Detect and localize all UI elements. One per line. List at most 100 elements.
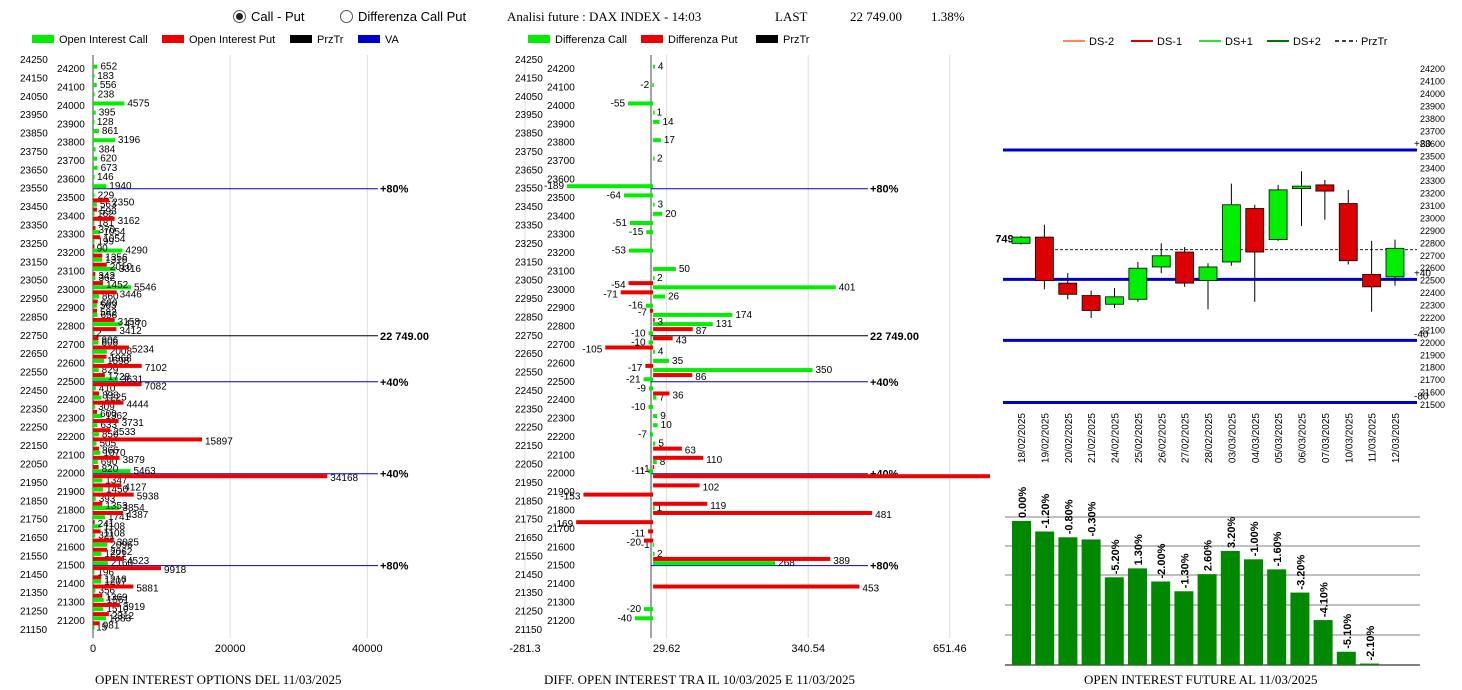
caption-oi-future: OPEN INTEREST FUTURE AL 11/03/2025 xyxy=(1084,672,1318,687)
put-bar xyxy=(93,244,95,249)
call-value-label: 3 xyxy=(657,200,663,211)
candle-body xyxy=(1362,274,1382,288)
call-bar xyxy=(93,533,96,538)
date-label: 26/02/2025 xyxy=(1157,413,1168,463)
put-value-label: 9918 xyxy=(164,565,187,576)
marker-label: 22 749.00 xyxy=(870,331,919,343)
call-value-label: 2 xyxy=(657,154,663,165)
call-bar xyxy=(93,340,99,345)
strike-label: 24250 xyxy=(20,55,48,66)
candle-body xyxy=(1175,251,1195,284)
radio-diff-call-put[interactable]: Differenza Call Put xyxy=(340,9,466,24)
level-label: +80 xyxy=(1414,139,1431,150)
radio-empty-icon[interactable] xyxy=(340,10,353,23)
strike-label: 21650 xyxy=(20,533,48,544)
call-bar xyxy=(93,211,95,216)
put-value-label: -105 xyxy=(582,345,602,356)
put-bar xyxy=(93,437,203,442)
strike-label: 21800 xyxy=(547,505,575,516)
call-bar xyxy=(93,570,95,575)
future-bar xyxy=(1174,591,1194,665)
strike-label: 23250 xyxy=(20,239,48,250)
put-value-label: 806 xyxy=(102,335,119,346)
strike-label: 24200 xyxy=(57,64,85,75)
call-value-label: -53 xyxy=(612,246,627,257)
future-bar-label: 0.00% xyxy=(1017,487,1029,518)
call-value-label: 563 xyxy=(100,200,117,211)
future-bar-label: 3.20% xyxy=(1226,517,1238,548)
put-value-label: 582 xyxy=(100,308,117,319)
call-bar xyxy=(93,349,107,354)
put-value-label: -11 xyxy=(631,528,645,539)
call-bar xyxy=(653,414,658,419)
y-tick-label: 23500 xyxy=(1420,151,1445,161)
put-bar xyxy=(93,373,105,378)
call-value-label: 1054 xyxy=(103,227,126,238)
level-label: +40 xyxy=(1414,268,1431,279)
put-bar xyxy=(93,290,117,295)
put-value-label: 7082 xyxy=(145,381,168,392)
strike-label: 21950 xyxy=(20,478,48,489)
x-tick-label: 20000 xyxy=(215,643,246,655)
strike-label: 23500 xyxy=(547,193,575,204)
future-bar xyxy=(1151,581,1171,665)
call-bar xyxy=(653,322,713,327)
future-bar xyxy=(1128,568,1147,665)
put-bar xyxy=(93,235,101,240)
strike-label: 23700 xyxy=(547,156,575,167)
radio-call-put[interactable]: Call - Put xyxy=(233,9,304,24)
call-bar xyxy=(93,156,98,161)
put-bar xyxy=(93,271,96,276)
legend-label: VA xyxy=(385,34,400,46)
call-value-label: 183 xyxy=(97,71,114,82)
strike-label: 21500 xyxy=(57,561,85,572)
strike-label: 21700 xyxy=(547,524,575,535)
strike-label: 22550 xyxy=(515,368,543,379)
call-value-label: 673 xyxy=(101,163,118,174)
call-bar xyxy=(93,597,104,602)
call-bar xyxy=(93,616,106,621)
strike-label: 21600 xyxy=(547,542,575,553)
put-bar xyxy=(93,281,103,286)
put-value-label: 3731 xyxy=(122,418,145,429)
call-bar xyxy=(653,156,655,161)
strike-label: 23450 xyxy=(515,202,543,213)
call-bar xyxy=(628,248,654,253)
strike-label: 23500 xyxy=(57,193,85,204)
put-bar xyxy=(93,354,107,359)
call-value-label: 1741 xyxy=(108,512,131,523)
future-bar xyxy=(1336,651,1356,665)
call-bar xyxy=(653,441,656,446)
call-value-label: 1450 xyxy=(106,485,129,496)
future-bar-label: -1.00% xyxy=(1249,521,1261,556)
strike-label: 21350 xyxy=(515,588,543,599)
put-value-label: -54 xyxy=(611,280,626,291)
date-label: 24/02/2025 xyxy=(1111,413,1122,463)
call-bar xyxy=(93,202,97,207)
call-bar xyxy=(644,607,654,612)
y-tick-label: 23000 xyxy=(1420,213,1445,223)
legend-label: DS+2 xyxy=(1293,36,1321,48)
put-value-label: 1369 xyxy=(105,593,128,604)
strike-label: 22850 xyxy=(515,312,543,323)
candle-body xyxy=(1221,204,1241,263)
strike-label: 23350 xyxy=(20,220,48,231)
put-bar xyxy=(93,547,108,552)
strike-label: 21300 xyxy=(547,597,575,608)
put-bar xyxy=(93,198,110,203)
call-bar xyxy=(93,110,96,115)
put-value-label: -169 xyxy=(553,519,573,530)
radio-selected-icon[interactable] xyxy=(233,10,246,23)
candle-body xyxy=(1268,189,1288,240)
x-tick-label: 29.62 xyxy=(653,643,681,655)
y-tick-label: 23700 xyxy=(1420,126,1445,136)
strike-label: 22000 xyxy=(547,469,575,480)
call-value-label: 9 xyxy=(660,411,666,422)
call-value-label: 10 xyxy=(661,420,673,431)
put-bar xyxy=(93,253,103,258)
call-bar xyxy=(93,331,95,336)
put-value-label: 370 xyxy=(99,225,116,236)
x-tick-label: 40000 xyxy=(352,643,383,655)
candle-body xyxy=(1128,267,1148,300)
strike-label: 23650 xyxy=(515,165,543,176)
